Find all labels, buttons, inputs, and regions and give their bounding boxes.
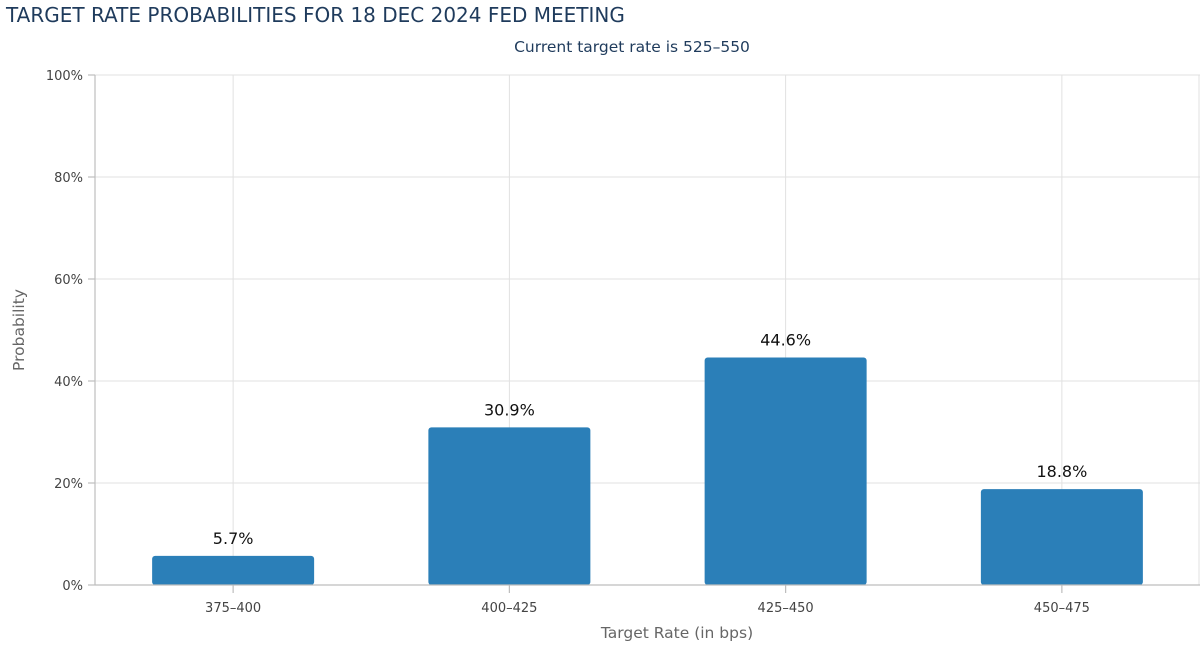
x-tick-label: 450–475 bbox=[1034, 601, 1090, 616]
axes: 0% 20% 40% 60% 80% 100% 375–400 400–425 425–450 4… bbox=[46, 69, 1200, 616]
bar[interactable] bbox=[152, 555, 315, 585]
x-tick-label: 375–400 bbox=[205, 601, 261, 616]
y-tick-label: 80% bbox=[54, 171, 83, 186]
y-tick-label: 40% bbox=[54, 375, 83, 390]
bars: 5.7% 30.9% 44.6% 18.8% bbox=[152, 331, 1143, 585]
y-tick-label: 0% bbox=[62, 579, 83, 594]
bar-data-label: 18.8% bbox=[1036, 462, 1087, 481]
bar[interactable] bbox=[980, 489, 1143, 585]
y-tick-label: 20% bbox=[54, 477, 83, 492]
x-tick-label: 400–425 bbox=[481, 601, 537, 616]
x-tick-label: 425–450 bbox=[758, 601, 814, 616]
bar-data-label: 5.7% bbox=[213, 529, 254, 548]
bar[interactable] bbox=[428, 427, 591, 585]
bar[interactable] bbox=[704, 357, 867, 585]
bar-data-label: 44.6% bbox=[760, 331, 811, 350]
chart-subtitle: Current target rate is 525–550 bbox=[514, 38, 750, 56]
bar-data-label: 30.9% bbox=[484, 400, 535, 419]
gridlines bbox=[95, 74, 1200, 585]
chart-title: TARGET RATE PROBABILITIES FOR 18 DEC 202… bbox=[5, 3, 625, 27]
y-tick-label: 100% bbox=[46, 69, 83, 84]
x-axis-title: Target Rate (in bps) bbox=[600, 624, 753, 642]
y-axis-title: Probability bbox=[10, 289, 28, 371]
y-tick-label: 60% bbox=[54, 273, 83, 288]
